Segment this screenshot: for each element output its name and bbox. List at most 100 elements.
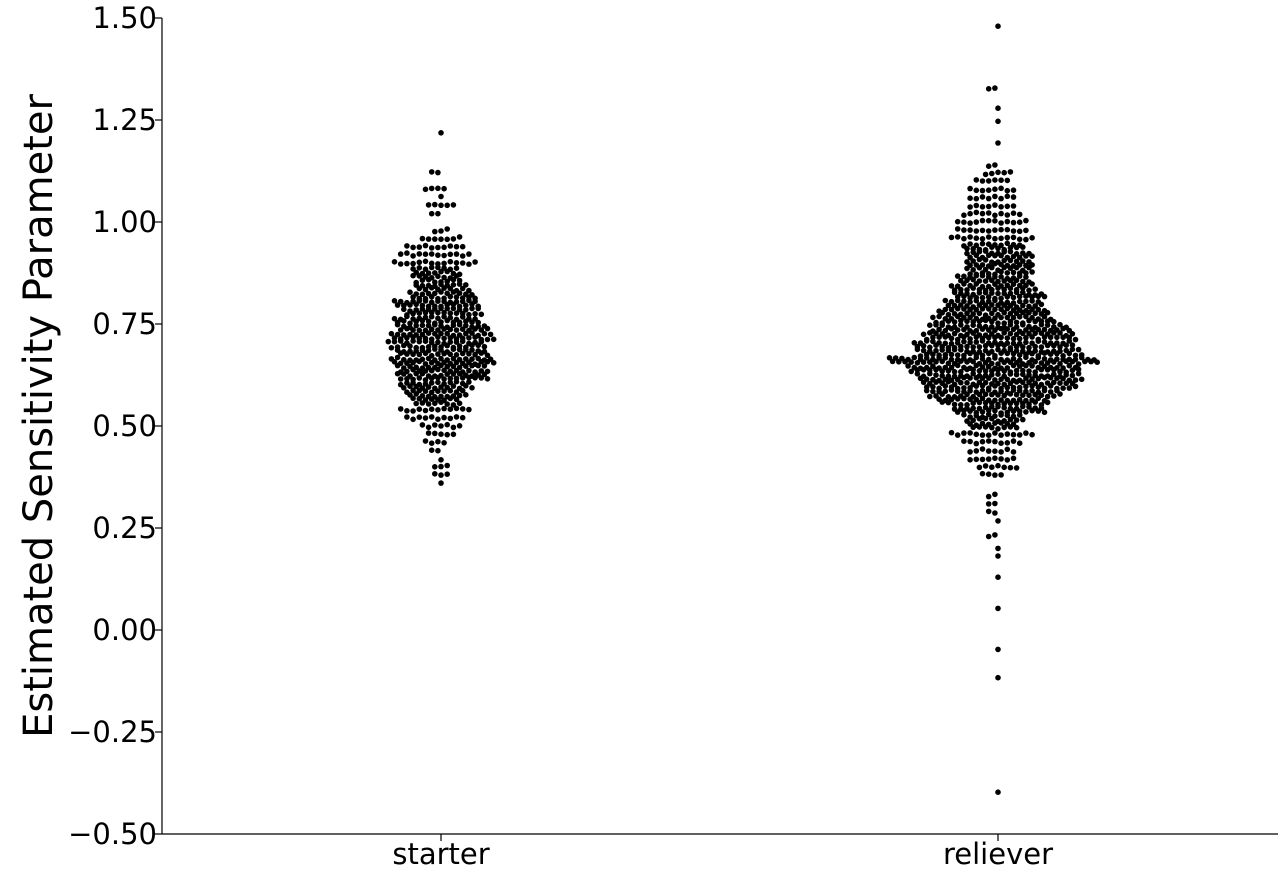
swarm-point-starter xyxy=(453,367,460,374)
swarm-point-starter xyxy=(441,326,447,332)
swarm-point-reliever xyxy=(992,491,998,498)
swarm-point-reliever xyxy=(979,446,986,452)
swarm-point-reliever xyxy=(995,674,1001,681)
y-tick-label: −0.25 xyxy=(68,715,157,749)
swarm-point-starter xyxy=(475,342,482,349)
swarm-point-reliever xyxy=(995,367,1001,373)
swarm-point-starter xyxy=(432,394,438,400)
swarm-point-starter xyxy=(416,358,423,365)
swarm-point-starter xyxy=(441,244,447,251)
swarm-point-starter xyxy=(413,318,420,325)
swarm-point-starter xyxy=(438,268,444,275)
swarm-point-reliever xyxy=(979,352,986,359)
swarm-point-starter xyxy=(444,421,451,428)
swarm-point-reliever xyxy=(1010,281,1017,288)
swarm-point-starter xyxy=(410,244,416,251)
swarm-point-reliever xyxy=(995,105,1001,111)
swarm-point-reliever xyxy=(1051,342,1057,349)
swarm-point-reliever xyxy=(989,170,995,177)
swarm-point-starter xyxy=(459,414,466,421)
swarm-point-reliever xyxy=(951,401,958,408)
swarm-point-reliever xyxy=(985,407,992,414)
swarm-point-reliever xyxy=(1016,408,1023,415)
swarm-point-reliever xyxy=(1047,374,1054,381)
swarm-point-starter xyxy=(438,236,444,242)
swarm-point-reliever xyxy=(1016,377,1023,384)
swarm-point-reliever xyxy=(976,246,983,253)
swarm-point-reliever xyxy=(995,646,1001,653)
swarm-point-starter xyxy=(459,335,466,342)
swarm-point-starter xyxy=(453,352,460,358)
swarm-point-starter xyxy=(466,406,472,413)
swarm-point-starter xyxy=(413,383,420,390)
swarm-point-reliever xyxy=(970,276,976,283)
swarm-point-starter xyxy=(432,236,438,242)
swarm-point-reliever xyxy=(967,195,973,201)
swarm-point-starter xyxy=(459,285,466,292)
swarm-point-starter xyxy=(447,415,454,422)
swarm-point-reliever xyxy=(1029,334,1035,340)
swarm-point-reliever xyxy=(967,227,973,233)
swarm-point-reliever xyxy=(1013,391,1020,398)
swarm-point-reliever xyxy=(1038,360,1045,366)
swarm-point-starter xyxy=(466,251,472,257)
swarm-point-starter xyxy=(438,399,444,406)
swarm-point-reliever xyxy=(961,407,967,414)
swarm-point-starter xyxy=(404,376,410,382)
swarm-point-reliever xyxy=(902,358,908,365)
swarm-point-reliever xyxy=(973,339,980,345)
swarm-point-starter xyxy=(438,193,444,200)
swarm-point-reliever xyxy=(951,311,958,317)
swarm-point-reliever xyxy=(995,290,1001,297)
swarm-point-reliever xyxy=(1010,326,1017,333)
swarm-point-starter xyxy=(428,210,435,217)
swarm-point-reliever xyxy=(1044,360,1051,366)
swarm-point-reliever xyxy=(1063,342,1069,349)
swarm-point-reliever xyxy=(1060,365,1066,371)
swarm-point-reliever xyxy=(1004,326,1011,332)
swarm-point-reliever xyxy=(1004,409,1011,416)
swarm-point-reliever xyxy=(979,383,986,389)
swarm-point-starter xyxy=(444,401,451,407)
swarm-point-starter xyxy=(453,251,460,257)
swarm-point-starter xyxy=(397,336,404,342)
swarm-point-starter xyxy=(438,384,444,390)
swarm-point-reliever xyxy=(958,302,964,308)
swarm-point-reliever xyxy=(1004,335,1011,341)
swarm-point-starter xyxy=(441,285,447,291)
swarm-point-starter xyxy=(463,392,469,398)
swarm-point-starter xyxy=(428,375,435,382)
swarm-point-starter xyxy=(404,351,410,357)
swarm-point-reliever xyxy=(1010,384,1017,391)
swarm-point-reliever xyxy=(948,377,955,384)
swarm-point-reliever xyxy=(1047,327,1054,334)
swarm-point-reliever xyxy=(979,438,986,445)
swarm-point-reliever xyxy=(958,369,964,375)
swarm-point-reliever xyxy=(958,393,964,399)
swarm-point-reliever xyxy=(1016,432,1023,438)
swarm-point-starter xyxy=(435,261,441,267)
swarm-point-reliever xyxy=(979,326,986,332)
swarm-point-starter xyxy=(447,293,454,300)
swarm-point-starter xyxy=(472,295,478,302)
swarm-point-reliever xyxy=(973,195,980,202)
swarm-point-reliever xyxy=(970,393,976,400)
swarm-point-reliever xyxy=(961,430,967,436)
swarm-point-starter xyxy=(432,430,438,437)
swarm-point-starter xyxy=(397,376,404,382)
swarm-point-reliever xyxy=(1094,359,1100,366)
swarm-point-reliever xyxy=(1032,286,1038,293)
swarm-point-reliever xyxy=(930,334,936,341)
swarm-point-reliever xyxy=(985,438,992,444)
swarm-point-reliever xyxy=(967,449,973,455)
swarm-point-reliever xyxy=(985,350,992,357)
swarm-point-starter xyxy=(394,302,401,308)
swarm-point-reliever xyxy=(1001,342,1007,349)
swarm-point-reliever xyxy=(1020,416,1026,423)
swarm-point-starter xyxy=(425,303,432,310)
swarm-point-reliever xyxy=(1007,369,1014,375)
swarm-point-reliever xyxy=(961,298,967,305)
swarm-point-starter xyxy=(438,423,444,429)
swarm-point-reliever xyxy=(1078,376,1085,383)
swarm-point-reliever xyxy=(1041,350,1048,356)
